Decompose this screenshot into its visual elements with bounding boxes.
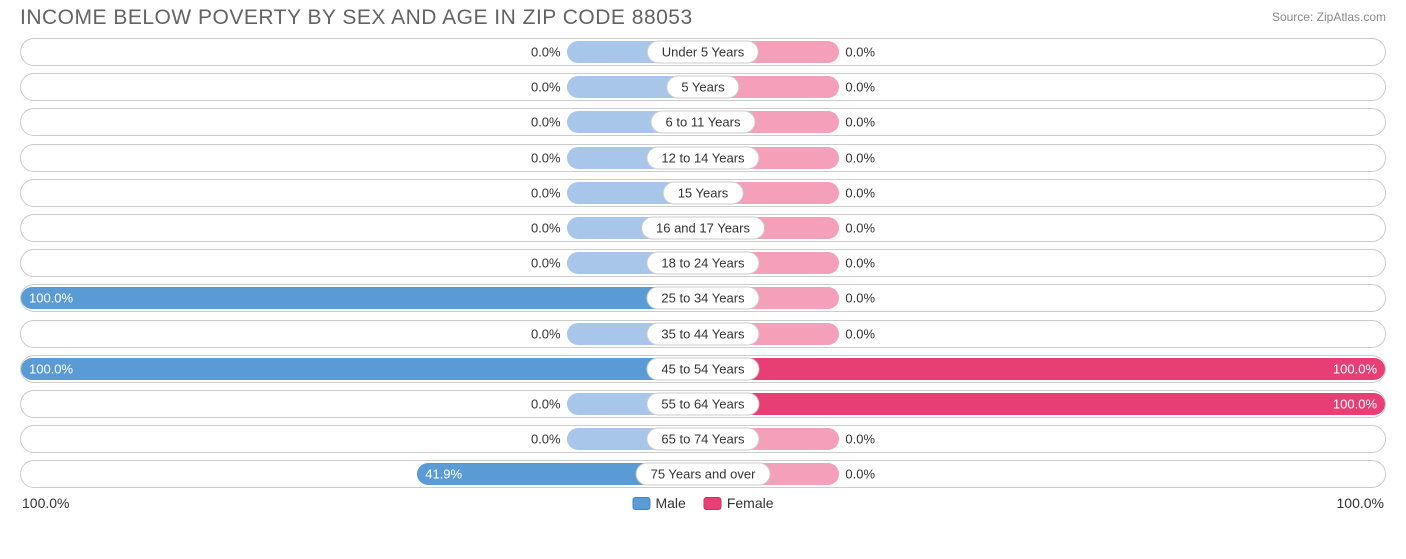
- male-value-label: 0.0%: [531, 150, 567, 165]
- chart-row: 0.0% 0.0% 12 to 14 Years: [20, 144, 1386, 172]
- female-value-label: 0.0%: [839, 80, 875, 95]
- male-value-label: 41.9%: [417, 467, 462, 482]
- female-value-label: 0.0%: [839, 220, 875, 235]
- age-category-label: 15 Years: [663, 181, 744, 204]
- male-value-label: 0.0%: [531, 80, 567, 95]
- legend-male: Male: [632, 495, 685, 511]
- male-value-label: 0.0%: [531, 45, 567, 60]
- chart-row: 0.0% 0.0% 5 Years: [20, 73, 1386, 101]
- age-category-label: 55 to 64 Years: [646, 392, 759, 415]
- age-category-label: 65 to 74 Years: [646, 428, 759, 451]
- female-value-label: 0.0%: [839, 115, 875, 130]
- chart-row: 0.0% 0.0% 6 to 11 Years: [20, 108, 1386, 136]
- age-category-label: 45 to 54 Years: [646, 357, 759, 380]
- male-value-label: 0.0%: [531, 396, 567, 411]
- chart-row: 100.0% 100.0% 45 to 54 Years: [20, 355, 1386, 383]
- female-value-label: 0.0%: [839, 185, 875, 200]
- chart-row: 0.0% 0.0% 35 to 44 Years: [20, 320, 1386, 348]
- female-value-label: 0.0%: [839, 150, 875, 165]
- male-bar: [21, 358, 703, 380]
- male-value-label: 0.0%: [531, 326, 567, 341]
- chart-row: 0.0% 0.0% 18 to 24 Years: [20, 249, 1386, 277]
- age-category-label: 25 to 34 Years: [646, 287, 759, 310]
- age-category-label: 18 to 24 Years: [646, 252, 759, 275]
- header: INCOME BELOW POVERTY BY SEX AND AGE IN Z…: [0, 0, 1406, 32]
- female-value-label: 0.0%: [839, 256, 875, 271]
- female-value-label: 100.0%: [1333, 396, 1385, 411]
- male-value-label: 100.0%: [21, 361, 73, 376]
- chart-title: INCOME BELOW POVERTY BY SEX AND AGE IN Z…: [20, 6, 693, 30]
- chart-row: 0.0% 0.0% 16 and 17 Years: [20, 214, 1386, 242]
- female-value-label: 0.0%: [839, 467, 875, 482]
- legend-female: Female: [704, 495, 774, 511]
- legend: Male Female: [632, 495, 773, 511]
- legend-male-swatch: [632, 497, 650, 510]
- age-category-label: 5 Years: [666, 76, 739, 99]
- chart-row: 0.0% 100.0% 55 to 64 Years: [20, 390, 1386, 418]
- male-value-label: 0.0%: [531, 115, 567, 130]
- axis-right-label: 100.0%: [1337, 495, 1384, 511]
- age-category-label: 35 to 44 Years: [646, 322, 759, 345]
- age-category-label: 6 to 11 Years: [651, 111, 756, 134]
- male-value-label: 100.0%: [21, 291, 73, 306]
- source-label: Source: ZipAtlas.com: [1272, 6, 1386, 24]
- female-value-label: 0.0%: [839, 432, 875, 447]
- legend-female-swatch: [704, 497, 722, 510]
- legend-female-label: Female: [727, 495, 774, 511]
- legend-male-label: Male: [655, 495, 685, 511]
- chart-row: 0.0% 0.0% 65 to 74 Years: [20, 425, 1386, 453]
- female-bar: [703, 358, 1385, 380]
- legend-axis-wrap: 100.0% 100.0% Male Female: [0, 495, 1406, 517]
- male-bar: [21, 287, 703, 309]
- female-value-label: 0.0%: [839, 45, 875, 60]
- female-bar: [703, 393, 1385, 415]
- male-value-label: 0.0%: [531, 220, 567, 235]
- chart-area: 0.0%0.0%Under 5 Years0.0%0.0%5 Years0.0%…: [0, 32, 1406, 488]
- male-value-label: 0.0%: [531, 432, 567, 447]
- chart-row: 0.0% 0.0% Under 5 Years: [20, 38, 1386, 66]
- male-value-label: 0.0%: [531, 256, 567, 271]
- male-value-label: 0.0%: [531, 185, 567, 200]
- female-value-label: 0.0%: [839, 291, 875, 306]
- age-category-label: Under 5 Years: [647, 41, 759, 64]
- age-category-label: 75 Years and over: [636, 463, 771, 486]
- chart-row: 41.9% 0.0% 75 Years and over: [20, 460, 1386, 488]
- female-value-label: 0.0%: [839, 326, 875, 341]
- age-category-label: 12 to 14 Years: [646, 146, 759, 169]
- chart-row: 100.0% 0.0% 25 to 34 Years: [20, 284, 1386, 312]
- axis-left-label: 100.0%: [22, 495, 69, 511]
- female-value-label: 100.0%: [1333, 361, 1385, 376]
- chart-row: 0.0% 0.0% 15 Years: [20, 179, 1386, 207]
- age-category-label: 16 and 17 Years: [641, 216, 765, 239]
